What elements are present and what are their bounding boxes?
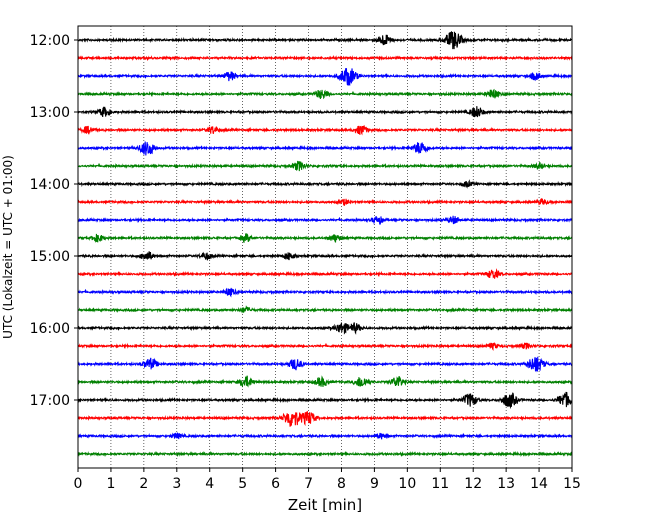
y-tick-label-3: 15:00 bbox=[30, 249, 70, 265]
trace-1330 bbox=[77, 141, 573, 156]
y-axis-label: UTC (Lokalzeit = UTC + 01:00) bbox=[1, 155, 15, 339]
x-tick-label-9: 9 bbox=[370, 476, 379, 492]
trace-1630 bbox=[77, 356, 573, 373]
trace-1515 bbox=[77, 268, 573, 279]
trace-1500 bbox=[77, 251, 573, 261]
trace-1400 bbox=[77, 179, 573, 189]
x-tick-label-4: 4 bbox=[205, 476, 214, 492]
y-tick-label-5: 17:00 bbox=[30, 393, 70, 409]
trace-1345 bbox=[77, 160, 573, 172]
trace-1715 bbox=[77, 411, 573, 427]
trace-1445 bbox=[77, 233, 573, 243]
y-tick-label-2: 14:00 bbox=[30, 177, 70, 193]
trace-1615 bbox=[77, 342, 573, 352]
x-tick-label-8: 8 bbox=[337, 476, 346, 492]
trace-1700 bbox=[77, 391, 573, 410]
x-tick-label-15: 15 bbox=[563, 476, 581, 492]
seismogram-traces bbox=[77, 31, 573, 458]
x-tick-label-13: 13 bbox=[497, 476, 515, 492]
x-tick-label-12: 12 bbox=[464, 476, 482, 492]
x-tick-label-0: 0 bbox=[74, 476, 83, 492]
x-tick-label-7: 7 bbox=[304, 476, 313, 492]
trace-1530 bbox=[77, 287, 573, 298]
y-tick-label-1: 13:00 bbox=[30, 105, 70, 121]
trace-1430 bbox=[77, 215, 573, 226]
x-tick-label-5: 5 bbox=[238, 476, 247, 492]
y-tick-label-4: 16:00 bbox=[30, 321, 70, 337]
x-axis-label: Zeit [min] bbox=[288, 496, 362, 514]
plot-frame bbox=[77, 25, 573, 469]
trace-1415 bbox=[77, 198, 573, 206]
trace-1545 bbox=[77, 305, 573, 314]
trace-1600 bbox=[77, 322, 573, 335]
x-tick-label-2: 2 bbox=[139, 476, 148, 492]
x-tick-label-1: 1 bbox=[106, 476, 115, 492]
x-tick-label-14: 14 bbox=[530, 476, 548, 492]
trace-1645 bbox=[77, 375, 573, 388]
trace-1230 bbox=[77, 68, 573, 86]
trace-1215 bbox=[77, 54, 573, 62]
y-axis-ticks: 12:00 13:00 14:00 15:00 16:00 17:00 bbox=[30, 33, 78, 409]
trace-1730 bbox=[77, 432, 573, 440]
trace-1300 bbox=[77, 106, 573, 118]
trace-1200 bbox=[77, 31, 573, 50]
x-tick-label-11: 11 bbox=[431, 476, 449, 492]
y-tick-label-0: 12:00 bbox=[30, 33, 70, 49]
trace-1245 bbox=[77, 88, 573, 100]
x-tick-label-6: 6 bbox=[271, 476, 280, 492]
x-tick-label-3: 3 bbox=[172, 476, 181, 492]
trace-1315 bbox=[77, 124, 573, 136]
x-tick-label-10: 10 bbox=[398, 476, 416, 492]
x-axis-ticks: 0 1 2 3 4 5 6 7 8 9 10 11 12 13 14 15 bbox=[74, 468, 581, 492]
trace-1745 bbox=[77, 450, 573, 458]
